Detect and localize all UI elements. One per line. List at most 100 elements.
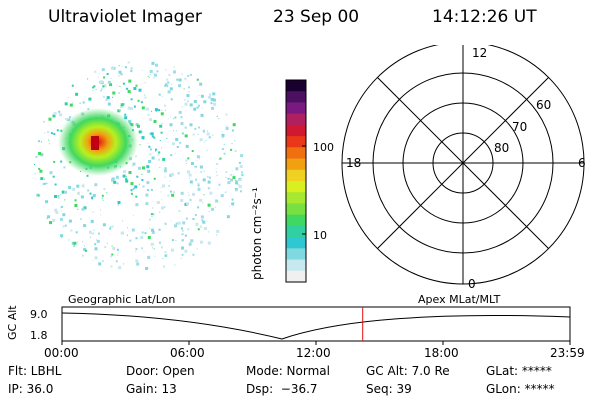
emission-speckle <box>232 176 236 180</box>
emission-speckle <box>122 233 124 234</box>
emission-speckle <box>237 183 240 186</box>
emission-speckle <box>122 220 123 222</box>
emission-speckle <box>162 157 166 161</box>
emission-speckle <box>38 167 41 170</box>
emission-speckle <box>164 84 167 87</box>
emission-speckle <box>192 133 195 136</box>
emission-speckle <box>181 229 184 232</box>
emission-speckle <box>111 225 114 228</box>
emission-speckle <box>98 232 100 235</box>
emission-speckle <box>164 104 166 107</box>
emission-speckle <box>149 70 153 73</box>
emission-speckle <box>102 199 104 201</box>
emission-speckle <box>221 136 224 139</box>
emission-speckle <box>197 134 199 135</box>
emission-speckle <box>173 70 176 74</box>
emission-speckle <box>170 154 173 157</box>
emission-speckle <box>135 84 138 87</box>
emission-speckle <box>151 110 152 112</box>
emission-speckle <box>207 130 209 132</box>
emission-speckle <box>149 148 152 151</box>
emission-speckle <box>45 200 49 204</box>
emission-speckle <box>106 73 109 75</box>
emission-speckle <box>191 150 194 152</box>
emission-speckle <box>207 187 210 190</box>
emission-speckle <box>203 116 205 118</box>
emission-speckle <box>164 222 166 224</box>
emission-speckle <box>96 239 97 241</box>
emission-speckle <box>199 158 200 159</box>
emission-speckle <box>40 153 44 157</box>
emission-speckle <box>206 149 208 151</box>
emission-speckle <box>124 113 127 116</box>
emission-speckle <box>133 87 137 90</box>
emission-speckle <box>122 174 126 178</box>
emission-speckle <box>211 207 214 211</box>
orbit-timeline <box>61 306 571 345</box>
timeline-ytick-high: 9.0 <box>30 308 48 321</box>
colorbar-tick-label-100: 100 <box>313 141 334 154</box>
emission-speckle <box>158 151 161 154</box>
emission-speckle <box>81 184 85 188</box>
emission-speckle <box>184 203 186 205</box>
emission-speckle <box>219 157 222 160</box>
colorbar-cell <box>286 102 306 115</box>
emission-speckle <box>155 150 156 152</box>
emission-speckle <box>208 231 210 233</box>
date-label: 23 Sep 00 <box>273 7 360 27</box>
emission-speckle <box>91 232 94 235</box>
emission-speckle <box>232 123 236 127</box>
emission-speckle <box>197 182 200 185</box>
emission-speckle <box>234 150 237 152</box>
emission-speckle <box>53 160 56 163</box>
emission-speckle <box>112 247 116 250</box>
emission-speckle <box>197 206 200 209</box>
emission-speckle <box>61 190 65 194</box>
emission-speckle <box>161 122 163 124</box>
emission-speckle <box>126 87 129 90</box>
emission-speckle <box>90 219 94 223</box>
emission-speckle <box>145 193 149 197</box>
emission-speckle <box>59 217 63 221</box>
emission-speckle <box>200 113 204 117</box>
emission-speckle <box>46 182 48 184</box>
emission-speckle <box>54 208 58 212</box>
emission-speckle <box>141 247 143 250</box>
emission-speckle <box>130 70 133 73</box>
emission-speckle <box>133 105 136 108</box>
emission-speckle <box>138 130 142 134</box>
emission-speckle <box>174 153 176 155</box>
status-gain: Gain: 13 <box>126 382 177 396</box>
emission-speckle <box>64 224 67 227</box>
emission-speckle <box>217 188 219 190</box>
emission-speckle <box>130 67 133 70</box>
emission-speckle <box>118 252 120 254</box>
emission-speckle <box>198 94 200 96</box>
emission-speckle <box>94 243 97 246</box>
emission-speckle <box>106 242 108 244</box>
emission-speckle <box>231 202 235 206</box>
emission-speckle <box>60 234 64 238</box>
emission-speckle <box>213 102 217 106</box>
emission-speckle <box>199 225 202 228</box>
emission-speckle <box>58 110 61 113</box>
emission-speckle <box>164 167 167 170</box>
emission-speckle <box>135 203 139 207</box>
emission-speckle <box>202 129 205 132</box>
emission-speckle <box>125 87 126 89</box>
emission-speckle <box>81 207 85 211</box>
emission-speckle <box>193 166 195 168</box>
emission-speckle <box>143 251 145 253</box>
emission-speckle <box>132 187 135 190</box>
timeline-frame <box>61 306 571 342</box>
emission-speckle <box>145 107 149 111</box>
emission-speckle <box>130 182 134 186</box>
emission-speckle <box>50 132 53 135</box>
emission-speckle <box>161 147 162 149</box>
emission-speckle <box>151 201 153 203</box>
colorbar-unit-label: photon cm⁻²s⁻¹ <box>250 187 264 280</box>
emission-speckle <box>105 98 108 101</box>
emission-speckle <box>97 76 99 78</box>
timeline-xtick-label-3: 18:00 <box>424 346 459 360</box>
emission-speckle <box>224 191 226 193</box>
